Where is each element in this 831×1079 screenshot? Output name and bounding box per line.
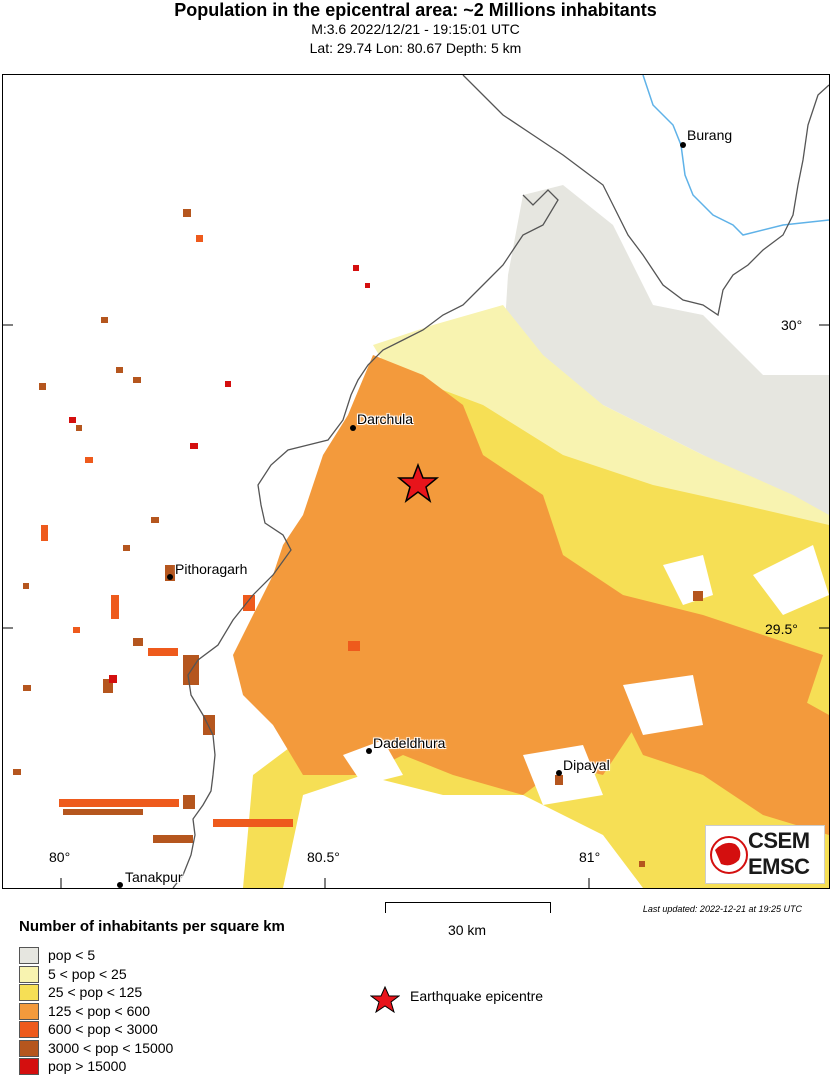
grid-ticks xyxy=(3,324,829,888)
valley-hole-2 xyxy=(623,675,703,735)
epicenter-star xyxy=(396,462,440,503)
city-label-pithoragarh: Pithoragarh xyxy=(175,561,248,577)
city-label-dipayal: Dipayal xyxy=(563,757,610,773)
legend-swatch xyxy=(19,947,39,964)
border-line xyxy=(462,75,829,317)
scale-bar xyxy=(385,902,551,913)
legend-label: 125 < pop < 600 xyxy=(48,1002,150,1019)
legend-label: 3000 < pop < 15000 xyxy=(48,1039,174,1056)
legend-swatch xyxy=(19,984,39,1001)
legend-swatch xyxy=(19,1002,39,1020)
region-pop-lt5 xyxy=(503,185,829,525)
legend-label: 600 < pop < 3000 xyxy=(48,1021,158,1037)
valley-hole-3 xyxy=(343,740,403,785)
lon-tick-80: 80° xyxy=(49,849,71,865)
city-label-burang: Burang xyxy=(687,127,733,143)
population-map[interactable]: Burang Darchula Pithoragarh Dadeldhura D… xyxy=(2,74,830,889)
legend-title: Number of inhabitants per square km xyxy=(19,918,285,935)
map-canvas xyxy=(3,75,829,888)
city-label-darchula: Darchula xyxy=(357,411,414,427)
settlement-pixels xyxy=(13,209,703,867)
river xyxy=(642,75,829,236)
legend-label: pop > 15000 xyxy=(48,1058,127,1074)
lon-tick-80-5: 80.5° xyxy=(307,849,340,865)
last-updated: Last updated: 2022-12-21 at 19:25 UTC xyxy=(642,904,802,914)
event-location: Lat: 29.74 Lon: 80.67 Depth: 5 km xyxy=(309,40,522,56)
lon-tick-81: 81° xyxy=(579,849,601,865)
city-markers xyxy=(117,142,686,888)
legend-swatch xyxy=(19,965,39,983)
legend-swatch xyxy=(19,1021,39,1038)
lat-tick-29-5: 29.5° xyxy=(765,621,798,637)
star-icon xyxy=(369,985,401,1014)
border-line-west xyxy=(172,189,559,888)
legend-label: pop < 5 xyxy=(48,947,96,963)
valley-hole-5 xyxy=(753,545,829,615)
legend-label: 25 < pop < 125 xyxy=(48,984,143,1000)
logo-csem-text: CSEM xyxy=(748,828,810,853)
epicentre-legend: Earthquake epicentre xyxy=(369,985,543,1018)
epicentre-legend-label: Earthquake epicentre xyxy=(410,988,544,1004)
legend-label: 5 < pop < 25 xyxy=(48,965,127,982)
legend-swatch xyxy=(19,1058,39,1075)
lat-tick-30: 30° xyxy=(781,317,803,333)
logo-emsc-text: EMSC xyxy=(748,854,810,879)
scale-label: 30 km xyxy=(447,922,487,938)
city-label-dadeldhura: Dadeldhura xyxy=(373,735,446,751)
city-label-tanakpur: Tanakpur xyxy=(125,869,183,885)
globe-icon xyxy=(710,836,748,874)
csem-emsc-logo: CSEM EMSC xyxy=(705,825,825,884)
legend-swatch xyxy=(19,1039,39,1057)
event-info: M:3.6 2022/12/21 - 19:15:01 UTC xyxy=(311,21,520,37)
map-title: Population in the epicentral area: ~2 Mi… xyxy=(174,0,657,20)
